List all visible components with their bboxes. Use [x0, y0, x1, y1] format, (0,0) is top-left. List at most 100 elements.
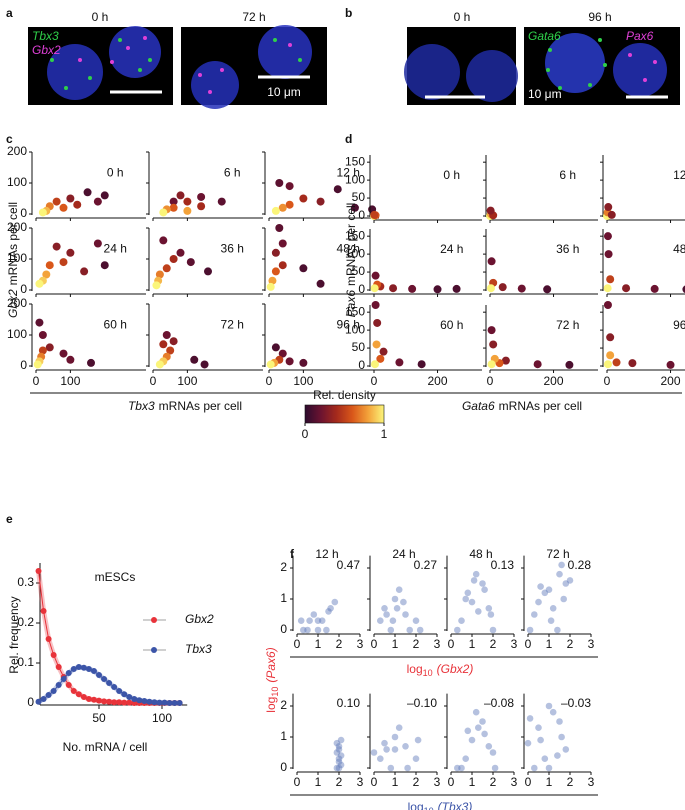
point	[628, 359, 637, 368]
point	[73, 200, 82, 209]
label-part: log	[264, 697, 278, 713]
point	[297, 617, 305, 624]
point	[45, 261, 54, 270]
point	[531, 764, 538, 772]
point	[472, 708, 480, 716]
point	[486, 206, 495, 215]
point	[80, 267, 89, 276]
point	[541, 589, 549, 597]
legend-label: Gbx2	[185, 612, 214, 626]
point	[666, 360, 675, 369]
point	[40, 696, 47, 702]
point	[498, 283, 507, 292]
point	[468, 736, 476, 744]
subplot-title: 96 h	[337, 317, 360, 331]
x-axis-label: No. mRNA / cell	[63, 740, 148, 754]
point	[337, 761, 345, 769]
point	[310, 611, 318, 618]
point	[335, 746, 343, 753]
point	[604, 250, 613, 259]
x-tick-label: 1	[469, 775, 476, 789]
point	[40, 608, 47, 614]
point	[331, 598, 339, 606]
point	[481, 586, 488, 593]
panel-label: f	[290, 547, 295, 561]
point	[376, 354, 385, 363]
point	[607, 210, 616, 219]
x-tick-label: 1	[546, 775, 553, 789]
point	[370, 360, 379, 369]
point	[161, 699, 168, 706]
point	[387, 626, 395, 634]
point	[50, 688, 57, 694]
point	[335, 755, 343, 762]
point	[83, 188, 92, 197]
x-tick-label: 3	[588, 637, 595, 651]
correlation-label: 0.28	[568, 558, 592, 572]
point	[333, 185, 342, 194]
point	[526, 715, 534, 722]
y-tick-label: 0.3	[17, 575, 34, 589]
point	[35, 568, 42, 574]
subplot-title: 48 h	[673, 242, 685, 256]
x-tick-label: 1	[315, 637, 322, 651]
point	[537, 736, 544, 744]
point	[562, 746, 570, 753]
label-sub: 10	[423, 668, 433, 678]
label-part: mRNAs per cell	[344, 203, 358, 286]
point	[197, 192, 206, 201]
point	[162, 331, 171, 339]
point	[50, 652, 57, 658]
label-gene: Pax6	[344, 290, 358, 318]
point	[412, 617, 420, 624]
point	[479, 718, 486, 725]
x-tick-label: 50	[92, 711, 106, 725]
point	[377, 617, 384, 624]
point	[65, 682, 72, 688]
point	[558, 733, 565, 741]
x-tick-label: 1	[546, 637, 553, 651]
point	[335, 764, 343, 772]
point	[101, 698, 108, 705]
colorbar-tick-label: 1	[381, 427, 388, 441]
point	[278, 203, 287, 212]
colorbar-tick-label: 0	[302, 427, 309, 441]
image-title: 96 h	[588, 10, 611, 24]
correlation-label: 0.27	[414, 558, 438, 572]
correlation-label: –0.10	[407, 696, 437, 710]
y-tick-label: 0	[20, 206, 27, 220]
point	[38, 346, 47, 355]
point	[35, 279, 44, 288]
point	[176, 700, 183, 706]
point	[106, 698, 113, 705]
point	[400, 598, 407, 606]
point	[66, 194, 75, 203]
point	[121, 691, 128, 698]
y-tick-label: 0	[358, 282, 365, 296]
point	[204, 267, 212, 276]
point	[549, 605, 557, 612]
point	[389, 284, 398, 293]
label-gene: Tbx3	[128, 399, 155, 413]
point	[38, 331, 47, 339]
subplot-title: 12 h	[337, 165, 360, 179]
point	[379, 347, 388, 356]
micrograph: Tbx3 Gbx2	[28, 26, 173, 105]
point	[314, 626, 322, 634]
label-part: mRNAs per cell	[499, 399, 582, 413]
point	[545, 764, 553, 772]
point	[111, 699, 118, 706]
point	[70, 688, 77, 694]
panel-label: d	[345, 132, 352, 146]
point	[612, 358, 621, 367]
point	[146, 698, 153, 705]
point	[395, 724, 403, 731]
point	[121, 699, 128, 706]
point	[452, 284, 461, 293]
point	[682, 285, 685, 294]
x-tick-label: 2	[490, 637, 497, 651]
point	[285, 357, 294, 366]
y-tick-label: 100	[7, 175, 27, 189]
point	[472, 570, 480, 578]
label-gene: Gbx2	[6, 289, 20, 318]
